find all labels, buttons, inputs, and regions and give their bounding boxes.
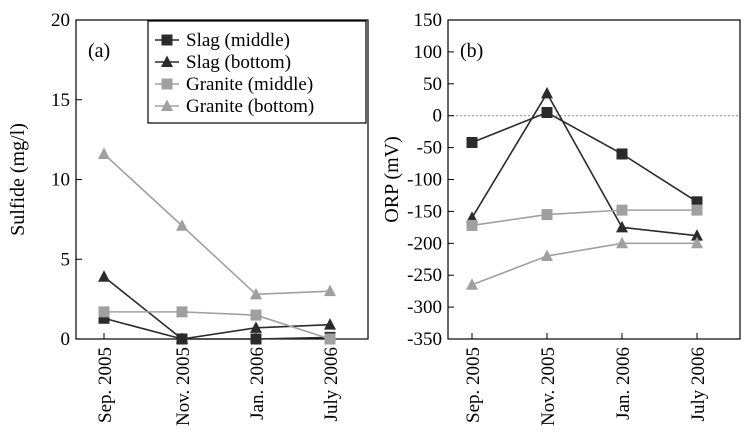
y-tick-label: -100: [407, 170, 442, 191]
legend-marker: [161, 99, 173, 111]
legend-label: Granite (bottom): [186, 96, 314, 117]
data-point: [541, 107, 553, 119]
series-granite-bottom: [466, 236, 703, 290]
data-point: [250, 309, 262, 321]
x-tick-label: Sep. 2005: [463, 347, 484, 423]
data-point: [541, 249, 553, 262]
x-tick-label: Jan. 2006: [247, 347, 268, 420]
x-tick-label: July 2006: [688, 347, 709, 421]
x-tick-label: July 2006: [321, 347, 342, 421]
data-point: [466, 136, 478, 148]
series-granite-bottom: [98, 147, 336, 300]
data-point: [541, 86, 553, 99]
x-tick-label: Sep. 2005: [95, 347, 116, 423]
data-point: [324, 333, 336, 345]
data-point: [541, 209, 553, 221]
y-axis-label: Sulfide (mg/l): [7, 123, 29, 236]
y-tick-label: 0: [61, 329, 71, 350]
y-tick-label: -200: [407, 233, 442, 254]
data-point: [176, 306, 188, 318]
series-line: [471, 242, 697, 286]
y-axis-label: ORP (mV): [381, 136, 403, 222]
legend-item-granite-middle: Granite (middle): [155, 74, 313, 95]
y-tick-label: -250: [407, 265, 442, 286]
panel-label: (b): [460, 40, 483, 62]
panel-a-sulfide-chart: 0 5 10 15 20 Sep. 2005 Nov. 2005 Jan. 2006 July …: [7, 10, 369, 426]
series-granite-middle: [98, 306, 336, 345]
data-point: [98, 147, 110, 159]
series-line: [103, 317, 331, 340]
legend-label: Slag (bottom): [186, 52, 291, 73]
legend-marker: [161, 78, 173, 90]
series-line: [471, 111, 698, 203]
y-tick-label: -350: [407, 329, 442, 350]
series-line: [103, 276, 331, 340]
series-slag-bottom: [98, 270, 336, 344]
series-line: [104, 311, 331, 340]
panel-label: (a): [88, 40, 110, 62]
legend-item-granite-bottom: Granite (bottom): [155, 96, 314, 117]
legend-box: [147, 20, 367, 124]
x-tick-label: Nov. 2005: [173, 347, 194, 426]
y-tick-label: -150: [407, 201, 442, 222]
data-point: [616, 236, 628, 249]
series-slag-middle: [466, 107, 703, 208]
legend-item-slag-middle: Slag (middle): [155, 30, 290, 51]
panel-b-orp-chart: -350 -300 -250 -200 -150 -100 -50 0 50 100 150 Sep.…: [381, 10, 741, 426]
data-point: [324, 318, 336, 330]
y-tick-label: 15: [51, 90, 70, 111]
x-tick-label: Jan. 2006: [613, 347, 634, 420]
y-tick-label: -300: [407, 297, 442, 318]
data-point: [691, 204, 703, 216]
y-tick-label: 5: [61, 249, 71, 270]
y-tick-label: 50: [423, 74, 442, 95]
series-line: [103, 153, 331, 296]
data-point: [176, 219, 188, 231]
data-point: [691, 236, 703, 249]
x-tick-label: Nov. 2005: [538, 347, 559, 426]
y-tick-label: 20: [51, 10, 70, 31]
data-point: [616, 204, 628, 216]
legend-marker: [161, 34, 173, 46]
data-point: [691, 196, 703, 208]
data-point: [176, 332, 188, 344]
data-point: [691, 229, 703, 241]
legend-item-slag-bottom: Slag (bottom): [155, 52, 291, 73]
y-tick-label: 150: [414, 10, 443, 31]
data-point: [324, 284, 336, 297]
data-point: [616, 148, 628, 160]
legend-marker: [161, 55, 173, 67]
series-granite-middle: [466, 204, 703, 231]
data-point: [98, 270, 110, 282]
y-tick-label: 0: [433, 106, 443, 127]
data-point: [250, 333, 262, 345]
data-point: [466, 211, 478, 223]
data-point: [98, 312, 110, 324]
data-point: [466, 219, 478, 231]
y-tick-label: 100: [414, 42, 443, 63]
series-line: [471, 91, 698, 237]
plot-frame: [447, 19, 741, 340]
legend: Slag (middle)Slag (bottom)Granite (middl…: [147, 20, 367, 124]
series-slag-bottom: [466, 86, 703, 241]
legend-label: Slag (middle): [186, 30, 290, 51]
data-point: [98, 306, 110, 318]
y-tick-label: 10: [51, 170, 70, 191]
data-point: [616, 220, 628, 233]
y-tick-label: -50: [417, 138, 442, 159]
data-point: [250, 287, 262, 300]
data-point: [466, 278, 478, 290]
data-point: [250, 321, 262, 333]
series-line: [471, 209, 697, 227]
legend-label: Granite (middle): [186, 74, 313, 95]
